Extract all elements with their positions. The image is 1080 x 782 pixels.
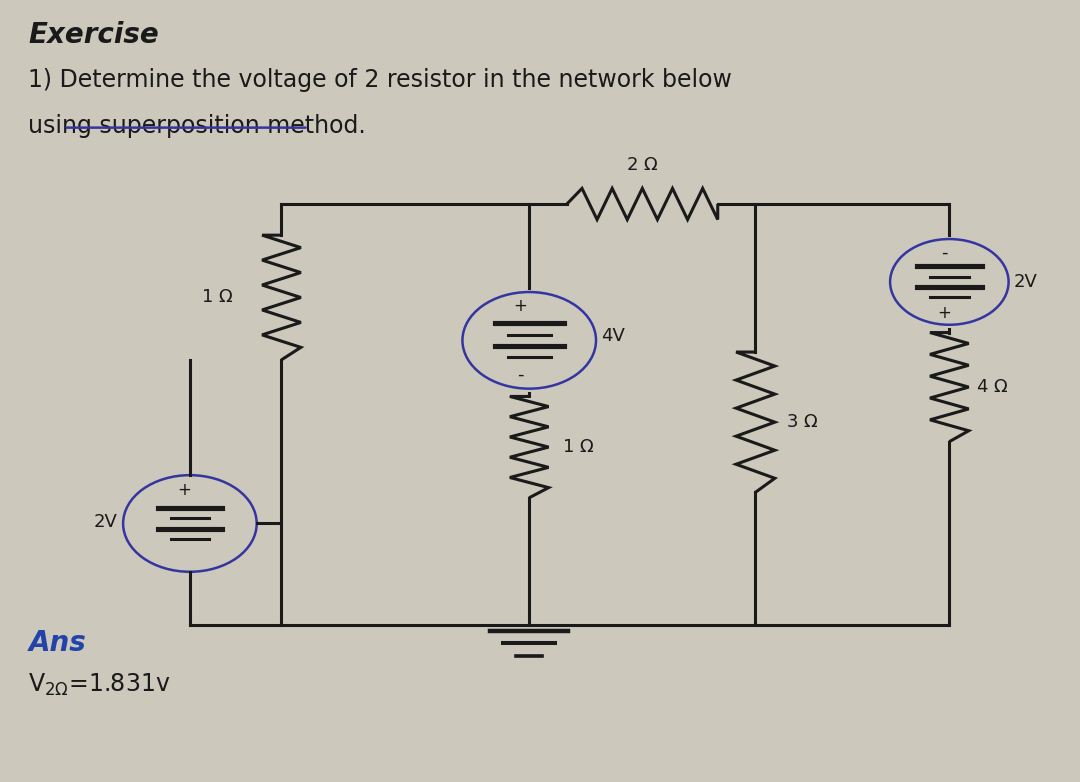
Text: 1 $\Omega$: 1 $\Omega$ <box>562 438 594 456</box>
Text: 1 $\Omega$: 1 $\Omega$ <box>201 289 233 307</box>
Text: -: - <box>517 366 524 384</box>
Text: 4V: 4V <box>602 328 625 346</box>
Text: Ans: Ans <box>28 629 86 657</box>
Text: +: + <box>937 303 950 321</box>
Text: using superposition method.: using superposition method. <box>28 114 366 138</box>
Text: Exercise: Exercise <box>28 21 159 48</box>
Text: 1) Determine the voltage of 2 resistor in the network below: 1) Determine the voltage of 2 resistor i… <box>28 67 732 91</box>
Text: 3 $\Omega$: 3 $\Omega$ <box>785 413 818 431</box>
Text: 4 $\Omega$: 4 $\Omega$ <box>976 378 1009 396</box>
Text: V$_{2\Omega}$=1.831v: V$_{2\Omega}$=1.831v <box>28 672 171 698</box>
Text: 2V: 2V <box>94 513 118 531</box>
Text: -: - <box>941 244 947 262</box>
Text: 2 $\Omega$: 2 $\Omega$ <box>626 156 659 174</box>
Text: 2V: 2V <box>1014 273 1038 291</box>
Text: +: + <box>514 296 527 314</box>
Text: +: + <box>177 481 191 499</box>
